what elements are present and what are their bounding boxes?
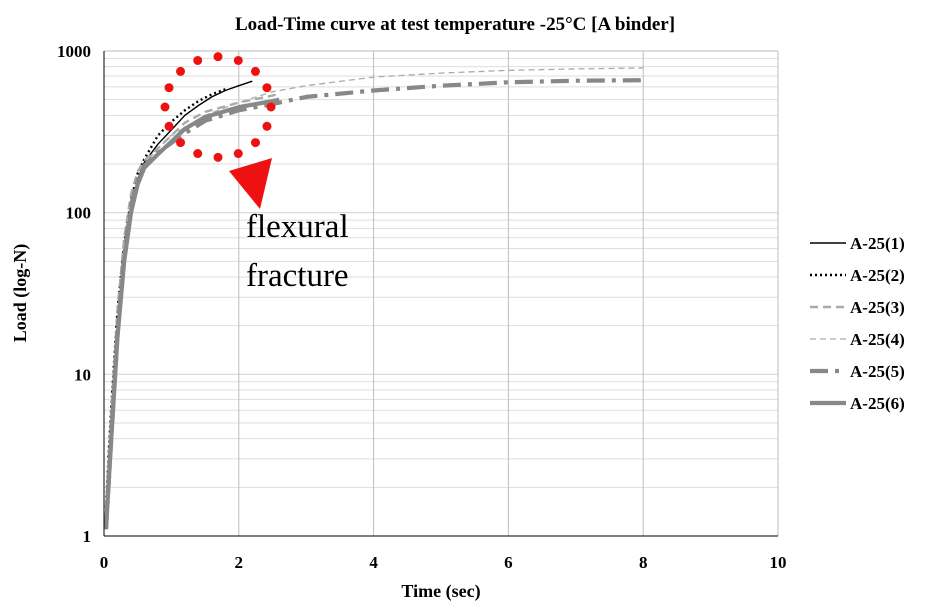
annotation-dot xyxy=(266,102,276,112)
x-tick-label: 6 xyxy=(504,553,513,572)
chart-title: Load-Time curve at test temperature -25°… xyxy=(235,14,675,35)
y-tick-label: 100 xyxy=(66,204,92,223)
x-tick-label: 8 xyxy=(639,553,648,572)
x-tick-label: 4 xyxy=(369,553,378,572)
series-line-3 xyxy=(104,92,280,508)
legend-label-6: A-25(6) xyxy=(850,394,905,413)
annotation-dot xyxy=(193,149,203,159)
annotation-text-line: flexural xyxy=(246,209,349,245)
series-line-6 xyxy=(103,97,280,530)
annotation-dot xyxy=(250,138,260,148)
gridlines xyxy=(104,50,779,537)
y-tick-label: 10 xyxy=(74,365,91,384)
series-line-1 xyxy=(106,80,253,524)
legend-label-2: A-25(2) xyxy=(850,266,905,285)
legend: A-25(1) A-25(2) A-25(3) A-25(4) A-25(5) A-25(… xyxy=(810,234,905,413)
legend-label-1: A-25(1) xyxy=(850,234,905,253)
annotation-dot xyxy=(213,152,223,162)
tick-labels: 0 2 4 6 8 10 1 10 100 1000 xyxy=(57,42,787,572)
x-axis-label: Time (sec) xyxy=(401,581,480,602)
x-tick-label: 0 xyxy=(100,553,109,572)
annotation-dot xyxy=(160,102,170,112)
annotation-dot xyxy=(262,83,272,93)
annotation-text-line: fracture xyxy=(246,258,349,294)
plot-area xyxy=(103,67,644,530)
annotation-arrow xyxy=(229,158,272,209)
axes xyxy=(103,51,778,537)
legend-label-3: A-25(3) xyxy=(850,298,905,317)
annotation-dot xyxy=(213,52,223,62)
legend-label-4: A-25(4) xyxy=(850,330,905,349)
annotation-dot xyxy=(233,55,243,65)
annotation-dot xyxy=(233,149,243,159)
series-line-4 xyxy=(105,67,644,524)
annotation-dot xyxy=(176,138,186,148)
y-axis-label: Load (log-N) xyxy=(10,244,31,343)
x-tick-label: 2 xyxy=(235,553,244,572)
annotation-dot xyxy=(164,121,174,131)
y-tick-label: 1000 xyxy=(57,42,91,61)
annotation-dot xyxy=(164,83,174,93)
annotation-dot xyxy=(250,66,260,76)
series-line-2 xyxy=(104,88,226,508)
annotation-dot xyxy=(193,55,203,65)
series-line-5 xyxy=(103,78,644,530)
annotation-dot xyxy=(176,66,186,76)
flexural-fracture-annotation: flexural fracture xyxy=(160,52,349,294)
annotation-dot xyxy=(262,121,272,131)
x-tick-label: 10 xyxy=(770,553,787,572)
y-tick-label: 1 xyxy=(83,527,92,546)
legend-label-5: A-25(5) xyxy=(850,362,905,381)
